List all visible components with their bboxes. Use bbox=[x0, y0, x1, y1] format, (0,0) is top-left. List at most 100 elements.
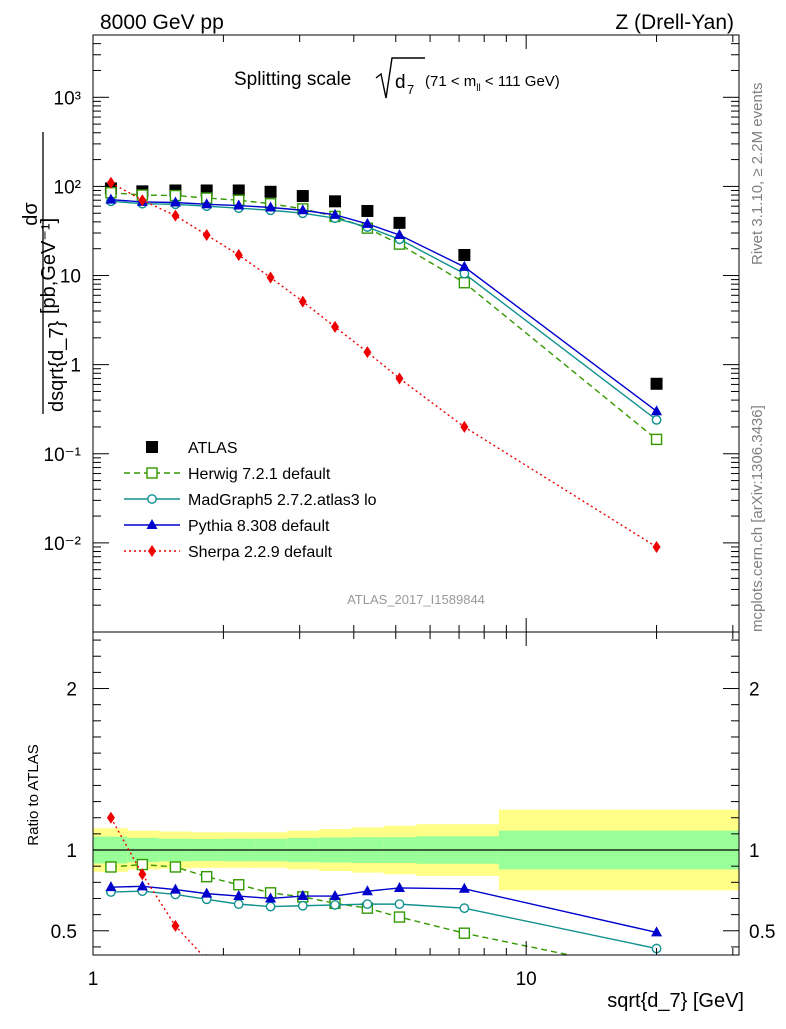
x-tick-label: 10 bbox=[516, 969, 537, 990]
main-sherpa-point bbox=[171, 209, 180, 222]
legend-atlas-marker bbox=[146, 441, 158, 453]
ratio-pythia-point bbox=[329, 890, 341, 901]
ratio-pythia-line bbox=[110, 885, 657, 934]
legend: ATLAS Herwig 7.2.1 default MadGraph5 2.7.2… bbox=[124, 440, 377, 561]
ratio-herwig-point bbox=[458, 927, 471, 939]
main-sherpa-point bbox=[652, 540, 661, 553]
ratio-pythia-point bbox=[265, 892, 277, 903]
ratio-madgraph-point bbox=[233, 899, 244, 910]
y-tick-label: 1 bbox=[70, 356, 81, 377]
plot-title-var: d bbox=[395, 72, 406, 93]
main-pythia-point bbox=[201, 198, 213, 209]
y-tick-label: 10³ bbox=[54, 88, 81, 109]
range-open: (71 < m bbox=[425, 73, 476, 90]
ratio-herwig-point bbox=[169, 861, 182, 873]
y-tick-label: 10 bbox=[60, 267, 81, 288]
main-atlas-point bbox=[650, 377, 663, 390]
main-sherpa-point bbox=[460, 420, 469, 433]
main-pythia-point bbox=[329, 208, 341, 219]
main-pythia-point bbox=[458, 260, 470, 271]
ratio-sherpa-point bbox=[235, 975, 243, 987]
ratio-pythia-point bbox=[361, 885, 373, 896]
main-ylabel: dσ dsqrt{d_7} [pb,GeV⁻¹] bbox=[20, 132, 68, 414]
side-label-upper: Rivet 3.1.10, ≥ 2.2M events bbox=[749, 83, 766, 266]
ratio-herwig-point bbox=[652, 968, 662, 978]
ratio-madgraph-point bbox=[297, 900, 308, 911]
main-herwig-point bbox=[650, 433, 663, 446]
ratio-pythia-point bbox=[105, 881, 117, 892]
ratio-ylabel: Ratio to ATLAS bbox=[25, 744, 42, 845]
ratio-pythia-point bbox=[169, 883, 181, 894]
y-tick-label-right: 2 bbox=[749, 680, 760, 701]
main-atlas-point bbox=[264, 185, 277, 198]
main-sherpa-point bbox=[363, 346, 372, 359]
ylabel-numerator: dσ bbox=[20, 202, 42, 226]
main-sherpa-point bbox=[331, 320, 340, 333]
ratio-sherpa-point bbox=[460, 1004, 468, 1016]
ratio-madgraph-point bbox=[330, 900, 340, 910]
ratio-pythia-point bbox=[136, 880, 148, 891]
plot-title-main: Splitting scale bbox=[234, 69, 351, 90]
main-pythia-point bbox=[297, 204, 309, 215]
ratio-sherpa-point bbox=[395, 1003, 403, 1015]
range-sub: ll bbox=[476, 83, 480, 94]
main-pythia-point bbox=[651, 405, 663, 416]
main-atlas-point bbox=[329, 195, 342, 208]
x-tick-label: 1 bbox=[88, 969, 99, 990]
ratio-sherpa-point bbox=[363, 1001, 371, 1013]
plot-title-var-sub: 7 bbox=[407, 82, 414, 97]
ratio-sherpa-point bbox=[267, 988, 275, 1000]
main-atlas-point bbox=[393, 216, 406, 229]
ratio-sherpa-line bbox=[110, 817, 204, 955]
main-atlas-point bbox=[296, 190, 309, 203]
legend-herwig-marker bbox=[146, 467, 158, 479]
legend-madgraph-marker bbox=[147, 494, 157, 504]
ratio-madgraph-point bbox=[362, 899, 373, 910]
y-tick-label-right: 1 bbox=[749, 841, 760, 862]
plot-title: Splitting scale d 7 (71 < mll < 111 GeV) bbox=[234, 57, 560, 99]
legend-pythia-label: Pythia 8.308 default bbox=[188, 518, 330, 535]
sqrt-sign bbox=[375, 57, 425, 99]
main-madgraph-point bbox=[651, 414, 662, 425]
main-madgraph-line bbox=[110, 200, 657, 421]
ratio-herwig-line bbox=[110, 863, 573, 955]
main-pythia-point bbox=[393, 228, 405, 239]
ylabel-units: [pb,GeV⁻¹] bbox=[38, 218, 60, 314]
main-pythia-line bbox=[110, 198, 657, 412]
ratio-herwig-point bbox=[233, 879, 245, 891]
main-frame bbox=[92, 34, 740, 633]
ratio-pythia-point bbox=[458, 882, 470, 893]
y-tick-label: 10⁻¹ bbox=[44, 445, 82, 466]
ratio-madgraph-point bbox=[265, 901, 276, 912]
header-right: Z (Drell-Yan) bbox=[615, 11, 734, 34]
main-atlas-point bbox=[458, 248, 471, 261]
ratio-pythia-point bbox=[651, 926, 663, 937]
ratio-herwig-point bbox=[393, 911, 406, 923]
main-sherpa-point bbox=[298, 295, 307, 308]
legend-pythia-marker bbox=[146, 519, 158, 529]
y-tick-label-right: 0.5 bbox=[749, 922, 775, 943]
ratio-sherpa-point bbox=[171, 919, 180, 932]
legend-sherpa-label: Sherpa 2.2.9 default bbox=[188, 544, 333, 561]
ylabel-denominator: dsqrt{d_7} bbox=[46, 320, 68, 412]
main-sherpa-point bbox=[395, 372, 404, 385]
main-sherpa-point bbox=[234, 248, 243, 261]
main-pythia-point bbox=[361, 217, 373, 228]
range-close: < 111 GeV) bbox=[481, 73, 560, 90]
ratio-madgraph-point bbox=[394, 899, 405, 910]
main-sherpa-point bbox=[138, 194, 147, 207]
ratio-herwig-point bbox=[200, 870, 213, 883]
y-tick-label: 0.5 bbox=[51, 922, 77, 943]
ratio-madgraph-point bbox=[459, 903, 470, 914]
main-pythia-point bbox=[233, 199, 245, 210]
main-sherpa-point bbox=[266, 271, 275, 284]
header-left: 8000 GeV pp bbox=[100, 11, 224, 34]
legend-sherpa-marker bbox=[148, 545, 156, 557]
main-atlas-point bbox=[232, 184, 245, 197]
main-pythia-point bbox=[105, 193, 117, 204]
ratio-madgraph-line bbox=[110, 890, 657, 950]
main-sherpa-point bbox=[106, 176, 115, 189]
legend-herwig-label: Herwig 7.2.1 default bbox=[188, 466, 331, 483]
y-tick-label: 10² bbox=[54, 177, 81, 198]
